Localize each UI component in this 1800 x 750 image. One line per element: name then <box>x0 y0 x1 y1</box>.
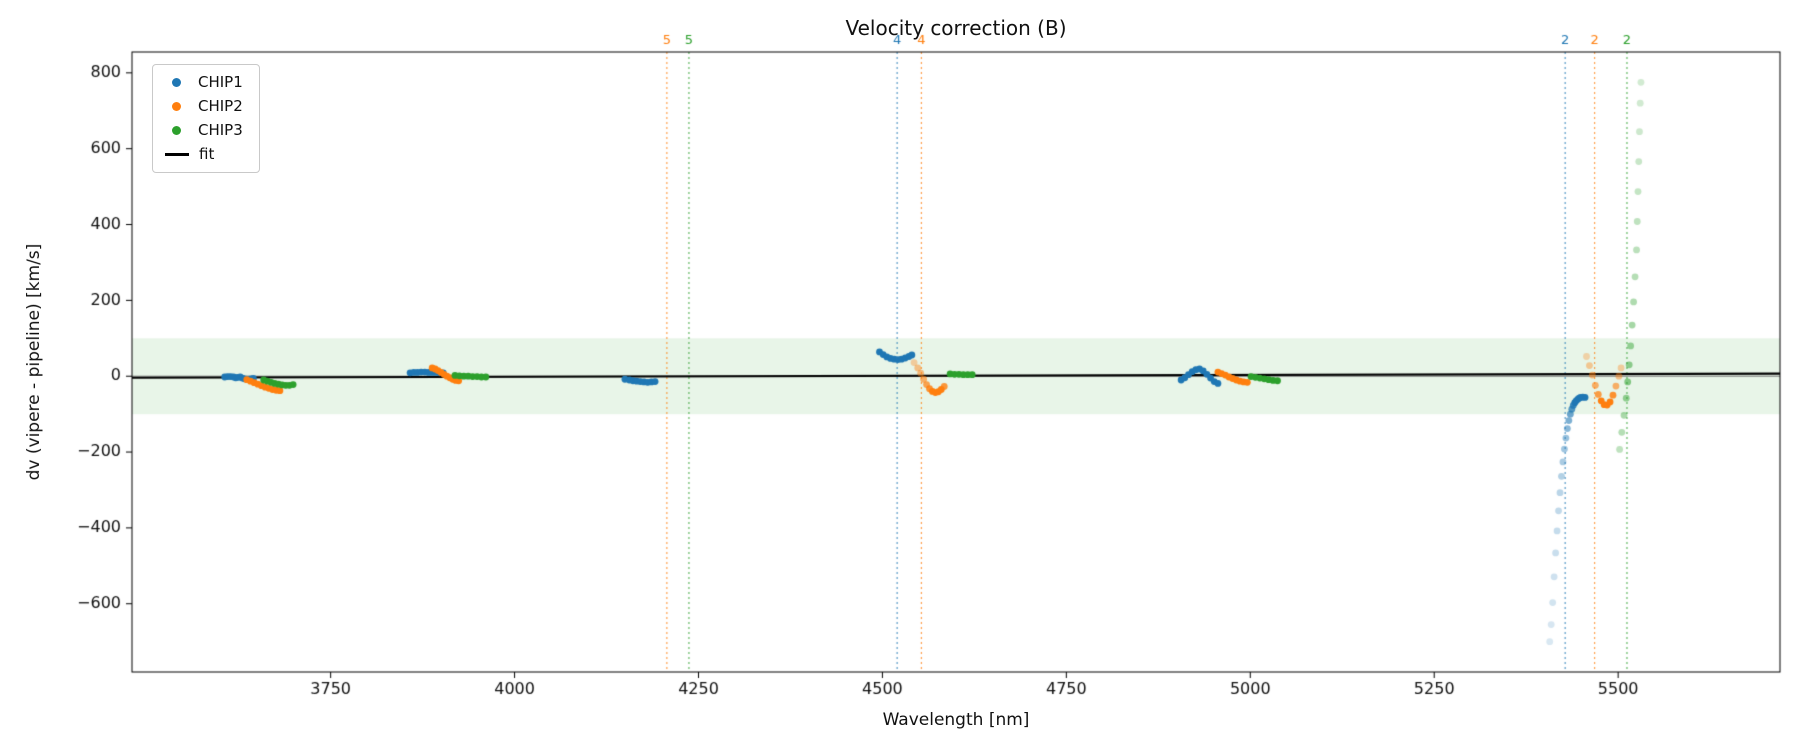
legend-label: CHIP2 <box>198 97 243 115</box>
legend-label: CHIP3 <box>198 121 243 139</box>
legend-label: fit <box>199 145 215 163</box>
legend-line-marker <box>165 153 189 156</box>
legend-dot-marker <box>172 126 181 135</box>
legend-entry-CHIP2: CHIP2 <box>165 99 243 114</box>
y-axis-label: dv (vipere - pipeline) [km/s] <box>24 243 44 481</box>
legend-label: CHIP1 <box>198 73 243 91</box>
legend-entry-CHIP3: CHIP3 <box>165 123 243 138</box>
x-axis-label: Wavelength [nm] <box>882 710 1030 730</box>
legend-entry-fit: fit <box>165 147 243 162</box>
legend-entry-CHIP1: CHIP1 <box>165 75 243 90</box>
legend-box: CHIP1 CHIP2 CHIP3 fit <box>152 64 260 173</box>
legend-dot-marker <box>172 78 181 87</box>
legend-dot-marker <box>172 102 181 111</box>
chart-title: Velocity correction (B) <box>845 16 1067 40</box>
